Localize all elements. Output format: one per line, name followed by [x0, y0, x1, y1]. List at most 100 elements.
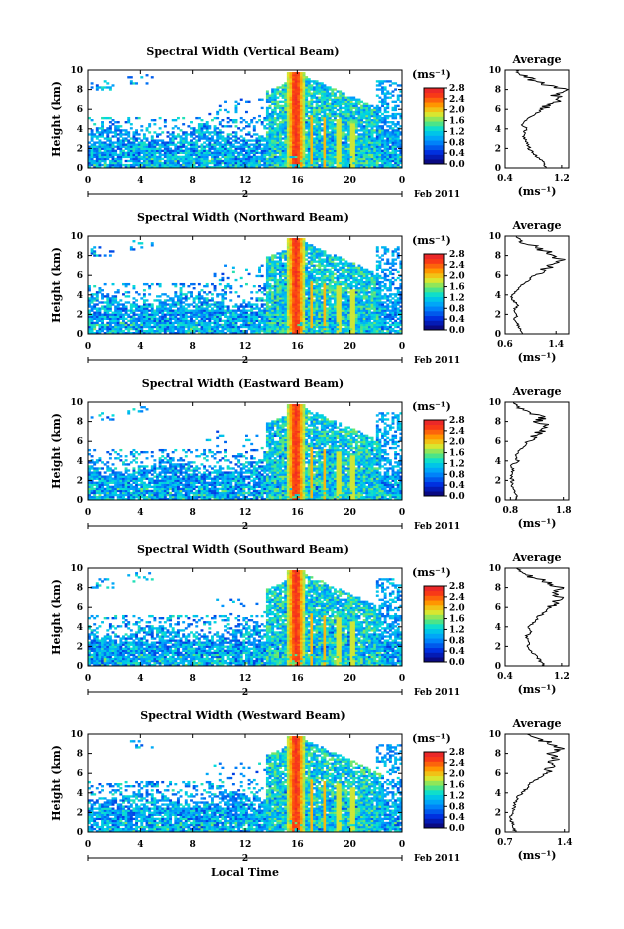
- heatmap-cell: [103, 157, 107, 161]
- heatmap-cell: [281, 329, 285, 333]
- heatmap-cell: [289, 309, 293, 312]
- heatmap-cell: [396, 112, 400, 116]
- heatmap-cell: [307, 303, 311, 306]
- heatmap-cell: [90, 319, 94, 323]
- heatmap-cell: [373, 159, 377, 163]
- heatmap-cell: [116, 305, 120, 308]
- heatmap-cell: [305, 331, 309, 334]
- heatmap-cell: [124, 137, 128, 140]
- heatmap-cell: [315, 155, 319, 159]
- heatmap-cell: [367, 141, 371, 144]
- heatmap-cell: [205, 153, 209, 157]
- heatmap-cell: [190, 329, 193, 333]
- heatmap-cell: [294, 311, 298, 314]
- heatmap-cell: [200, 135, 204, 138]
- heatmap-cell: [370, 133, 374, 136]
- heatmap-cell: [333, 135, 337, 138]
- heatmap-cell: [231, 311, 235, 314]
- heatmap-cell: [386, 161, 390, 165]
- heatmap-cell: [341, 155, 345, 159]
- heatmap-cell: [391, 121, 395, 124]
- heatmap-cell: [179, 129, 183, 132]
- heatmap-cell: [179, 313, 183, 316]
- heatmap-cell: [271, 149, 275, 152]
- heatmap-cell: [297, 299, 301, 302]
- heatmap-cell: [299, 297, 303, 300]
- heatmap-cell: [333, 112, 337, 116]
- heatmap-cell: [106, 315, 110, 318]
- heatmap-cell: [388, 125, 392, 128]
- heatmap-cell: [310, 86, 314, 89]
- heatmap-cell: [234, 133, 238, 136]
- heatmap-cell: [313, 121, 316, 124]
- y-tick-label: 0: [77, 164, 83, 174]
- heatmap-cell: [375, 119, 379, 122]
- heatmap-cell: [399, 165, 402, 168]
- heatmap-cell: [203, 127, 207, 130]
- heatmap-cell: [106, 295, 110, 298]
- heatmap-cell: [347, 119, 350, 122]
- heatmap-cell: [114, 165, 118, 168]
- heatmap-cell: [268, 137, 272, 140]
- heatmap-cell: [258, 165, 261, 168]
- heatmap-cell: [310, 104, 314, 108]
- heatmap-cell: [98, 301, 102, 304]
- heatmap-cell: [213, 129, 217, 132]
- heatmap-cell: [292, 137, 296, 140]
- heatmap-cell: [245, 110, 248, 114]
- heatmap-cell: [239, 116, 243, 120]
- heatmap-cell: [375, 104, 379, 108]
- heatmap-cell: [307, 151, 311, 155]
- heatmap-cell: [106, 135, 110, 138]
- heatmap-cell: [328, 137, 332, 140]
- heatmap-cell: [260, 325, 264, 329]
- heatmap-cell: [305, 88, 309, 91]
- heatmap-cell: [192, 133, 196, 136]
- heatmap-cell: [108, 155, 112, 159]
- heatmap-cell: [297, 282, 301, 286]
- heatmap-cell: [174, 161, 178, 165]
- heatmap-cell: [320, 139, 324, 142]
- heatmap-cell: [140, 307, 144, 310]
- heatmap-cell: [239, 139, 243, 142]
- heatmap-cell: [299, 141, 303, 144]
- heatmap-cell: [114, 141, 118, 144]
- heatmap-cell: [394, 129, 398, 132]
- heatmap-cell: [216, 311, 220, 314]
- heatmap-cell: [292, 131, 296, 134]
- heatmap-cell: [289, 88, 293, 91]
- heatmap-cell: [381, 157, 384, 161]
- heatmap-cell: [169, 329, 173, 333]
- heatmap-cell: [148, 303, 152, 306]
- heatmap-cell: [276, 100, 280, 103]
- heatmap-cell: [284, 282, 288, 286]
- heatmap-cell: [179, 297, 183, 300]
- heatmap-cell: [305, 285, 309, 288]
- heatmap-cell: [200, 127, 204, 130]
- heatmap-cell: [119, 329, 123, 333]
- heatmap-cell: [122, 323, 125, 327]
- heatmap-cell: [258, 163, 261, 167]
- heatmap-cell: [307, 280, 311, 284]
- heatmap-cell: [190, 131, 193, 134]
- heatmap-cell: [182, 313, 186, 316]
- heatmap-cell: [258, 141, 261, 144]
- heatmap-cell: [260, 315, 264, 318]
- heatmap-cell: [132, 240, 136, 243]
- heatmap-cell: [213, 313, 217, 316]
- heatmap-cell: [344, 100, 348, 103]
- heatmap-cell: [362, 161, 366, 165]
- heatmap-cell: [320, 151, 324, 155]
- heatmap-cell: [323, 127, 327, 130]
- heatmap-cell: [328, 114, 332, 118]
- heatmap-cell: [367, 147, 371, 150]
- heatmap-cell: [213, 321, 217, 325]
- heatmap-cell: [124, 159, 128, 163]
- heatmap-cell: [276, 131, 280, 134]
- heatmap-cell: [216, 135, 220, 138]
- heatmap-cell: [339, 143, 343, 146]
- heatmap-cell: [299, 325, 303, 329]
- heatmap-cell: [163, 119, 167, 122]
- heatmap-cell: [245, 143, 248, 146]
- heatmap-cell: [169, 163, 173, 167]
